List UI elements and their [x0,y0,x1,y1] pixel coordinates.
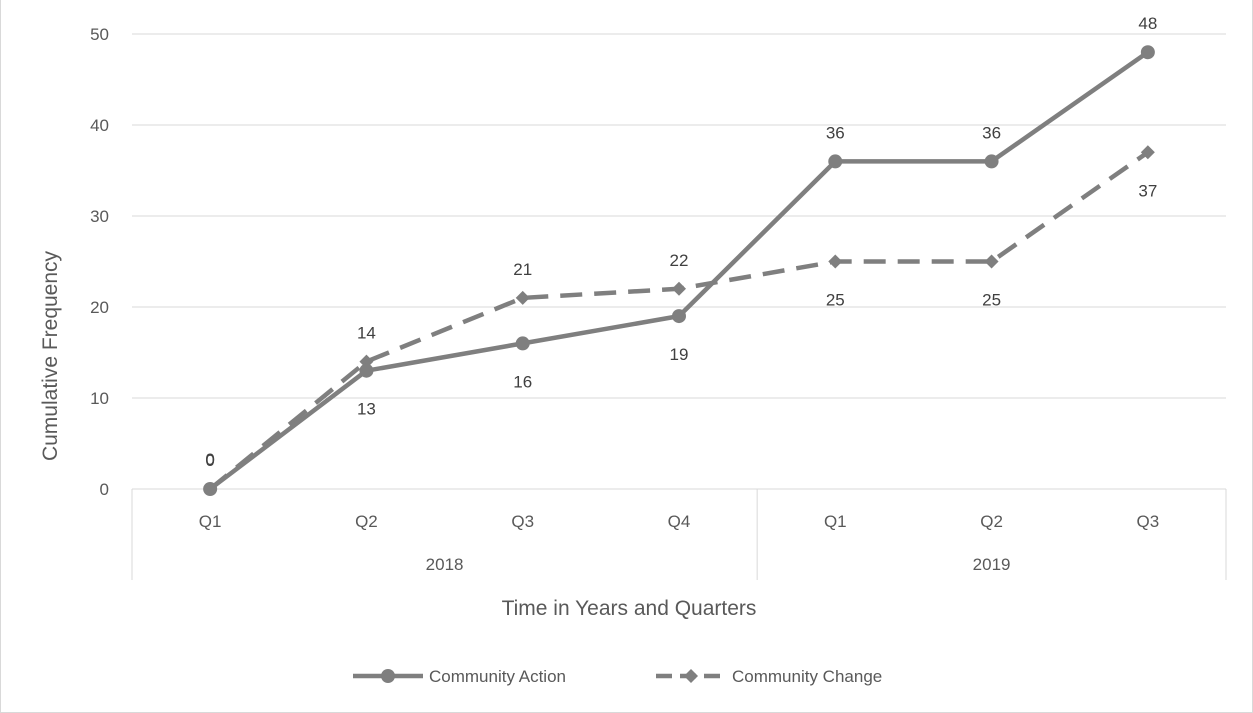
data-point [984,154,999,169]
x-tick-label: Q3 [511,512,534,531]
x-tick-label: Q1 [824,512,847,531]
data-point [1140,45,1155,60]
data-label: 21 [513,260,532,279]
data-label: 36 [826,123,845,142]
y-tick-label: 10 [90,389,109,408]
data-label: 0 [205,450,214,469]
data-label: 19 [670,345,689,364]
data-label: 0 [205,451,214,470]
data-point [515,336,530,351]
x-tick-label: Q2 [355,512,378,531]
x-group-label: 2018 [426,555,464,574]
data-point [672,309,686,324]
data-point [672,281,686,296]
gridlines [132,33,1226,490]
series-line-community-action [208,50,1150,491]
data-label: 25 [826,291,845,310]
y-tick-label: 40 [90,116,109,135]
y-tick-label: 50 [90,25,109,44]
legend-marker [381,669,395,683]
data-point [359,363,374,378]
x-axis: 2018 2019 Q1 Q2 Q3 Q4 Q1 Q2 Q3 [131,489,1227,580]
data-point [828,154,843,169]
data-point [203,482,218,496]
y-tick-label: 0 [100,480,109,499]
x-tick-label: Q3 [1137,512,1160,531]
x-axis-title: Time in Years and Quarters [502,597,757,620]
y-axis: 0 10 20 30 40 50 [90,25,109,499]
data-point [984,254,999,269]
data-label: 37 [1138,181,1157,200]
data-label: 36 [982,123,1001,142]
data-label: 25 [982,291,1001,310]
legend-marker [684,669,698,683]
data-point [515,290,530,305]
data-point [1140,145,1155,160]
series-layer [203,45,1155,496]
data-label: 48 [1138,14,1157,33]
y-tick-label: 20 [90,298,109,317]
data-label: 22 [670,251,689,270]
x-tick-label: Q4 [668,512,691,531]
legend-label: Community Change [732,667,882,686]
x-tick-label: Q1 [199,512,222,531]
legend-label: Community Action [429,667,566,686]
x-group-label: 2019 [973,555,1011,574]
y-tick-label: 30 [90,207,109,226]
legend: Community Action Community Change [353,667,882,686]
data-label: 14 [357,324,376,343]
y-axis-title: Cumulative Frequency [39,250,62,461]
x-tick-label: Q2 [980,512,1003,531]
data-label: 13 [357,400,376,419]
data-label: 16 [513,372,532,391]
data-point [828,254,843,269]
